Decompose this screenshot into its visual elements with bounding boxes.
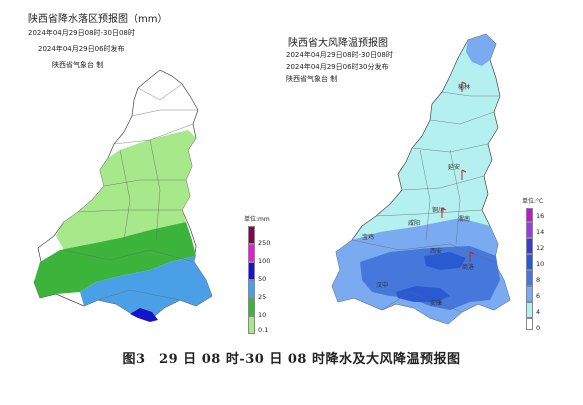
cooling-legend-label: 14 [536, 228, 545, 236]
precip-legend-swatch [248, 226, 255, 244]
precip-legend-label: 10 [258, 311, 267, 319]
cooling-legend: 单位:°C 16 14 12 10 8 6 4 0 [522, 196, 572, 336]
cooling-legend-swatch [526, 254, 533, 270]
precip-legend-label: 100 [258, 257, 271, 265]
city-label: 安康 [430, 300, 443, 307]
precip-25-region [80, 256, 212, 320]
precip-map-title: 陕西省降水落区预报图（mm） [28, 14, 168, 25]
precip-legend-label: 50 [258, 275, 267, 283]
city-label: 商洛 [462, 264, 475, 271]
cooling-map-title: 陕西省大风降温预报图 [288, 38, 388, 49]
cooling-8-region [360, 246, 500, 310]
city-label: 汉中 [376, 282, 389, 289]
precip-legend-swatch [248, 280, 255, 298]
city-label: 咸阳 [408, 220, 421, 227]
cooling-legend-label: 4 [536, 308, 541, 316]
cooling-legend-label: 16 [536, 212, 545, 220]
cooling-10-region [396, 286, 450, 302]
precip-legend-label: 250 [258, 239, 271, 247]
figure-caption: 图3 29 日 08 时-30 日 08 时降水及大风降温预报图 [122, 352, 461, 367]
cooling-legend-swatch [526, 302, 533, 318]
precipitation-map-panel: 陕西省降水落区预报图（mm） 2024年04月29日08时-30日08时 202… [0, 0, 290, 340]
cooling-legend-swatch [526, 270, 533, 286]
precip-valid-time: 2024年04月29日08时-30日08时 [28, 29, 135, 37]
cooling-legend-label: 10 [536, 260, 545, 268]
cooling-legend-label: 8 [536, 276, 541, 284]
cooling-map [331, 33, 511, 325]
cooling-legend-label: 12 [536, 244, 545, 252]
cooling-legend-swatch [526, 318, 533, 330]
cooling-legend-unit: 单位:°C [522, 198, 544, 205]
city-label: 西安 [430, 248, 443, 255]
precip-legend-unit: 单位:mm [244, 216, 270, 223]
precip-0.1-region [56, 130, 196, 250]
precip-50-region [130, 308, 158, 322]
wind-flag-icons [441, 81, 475, 262]
city-label: 榆林 [458, 84, 471, 91]
city-label: 铜川 [432, 207, 445, 214]
cooling-valid-time: 2024年04月29日08时-30日08时 [286, 51, 393, 59]
precip-issuer: 陕西省气象台 制 [52, 61, 104, 69]
precip-legend-label: 0.1 [258, 326, 269, 334]
cooling-issuer: 陕西省气象台 制 [286, 75, 338, 83]
cooling-legend-label: 6 [536, 292, 541, 300]
precip-10-region [34, 222, 196, 298]
cooling-legend-swatch [526, 286, 533, 302]
precipitation-map [33, 69, 213, 322]
precip-legend-swatch [248, 298, 255, 316]
precip-legend-swatch [248, 244, 255, 262]
cooling-legend-swatch [526, 238, 533, 254]
cooling-10-region [424, 252, 466, 270]
precip-legend: 单位:mm 250 100 50 25 10 0.1 [244, 214, 284, 334]
precip-legend-swatch [248, 316, 255, 334]
cooling-issue-time: 2024年04月29日06时30分发布 [286, 63, 389, 71]
cooling-legend-label: 0 [536, 324, 541, 332]
city-label: 宝鸡 [362, 234, 375, 241]
cooling-legend-swatch [526, 208, 533, 222]
precip-legend-label: 25 [258, 293, 267, 301]
precip-legend-swatch [248, 262, 255, 280]
precip-issue-time: 2024年04月29日06时发布 [38, 45, 125, 53]
cooling-6-north [466, 34, 496, 66]
city-label: 渭南 [458, 216, 471, 223]
cooling-map-panel: 陕西省大风降温预报图 2024年04月29日08时-30日08时 2024年04… [286, 0, 583, 340]
city-label: 延安 [448, 164, 461, 171]
cooling-legend-swatch [526, 222, 533, 238]
